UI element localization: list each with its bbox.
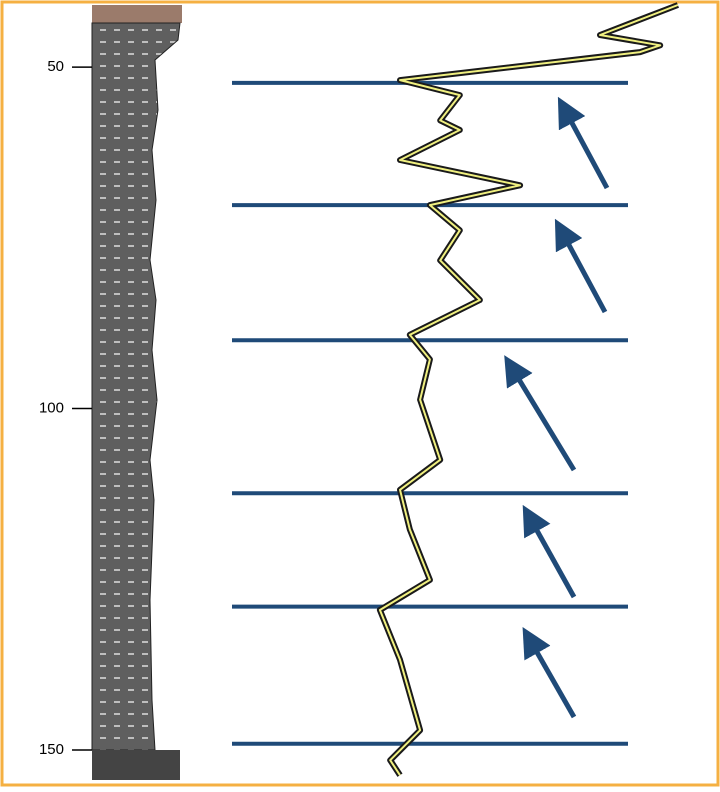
lithology-base — [92, 750, 180, 780]
lithology-column — [91, 22, 181, 751]
y-tick-label: 50 — [47, 58, 64, 75]
lithology-top — [92, 5, 182, 23]
log-curve-highlight — [378, 4, 679, 776]
y-tick-label: 100 — [39, 400, 64, 417]
arrows — [504, 96, 610, 719]
log-curve — [376, 2, 679, 777]
y-tick-label: 150 — [39, 741, 64, 758]
